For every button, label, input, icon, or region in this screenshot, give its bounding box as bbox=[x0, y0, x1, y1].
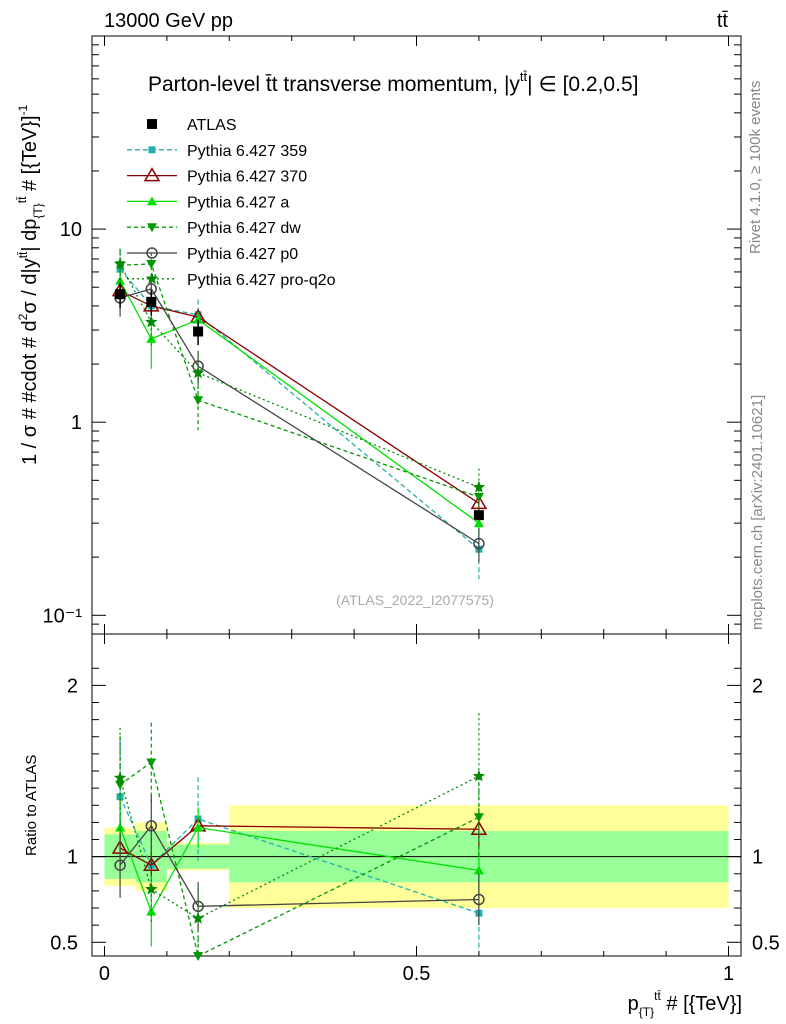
x-tick-label: 0 bbox=[99, 963, 110, 985]
marker-star bbox=[113, 257, 127, 270]
plot-title-main: Parton-level t̄t transverse momentum, |y bbox=[148, 73, 520, 96]
series-line-main bbox=[119, 268, 480, 550]
legend-label-atlas: ATLAS bbox=[187, 117, 237, 134]
rivet-label: Rivet 4.1.0, ≥ 100k events bbox=[747, 81, 764, 254]
ratio-series bbox=[111, 713, 488, 961]
marker-star bbox=[191, 911, 205, 924]
y-tick-label: 10 bbox=[60, 219, 82, 241]
marker-circle-open bbox=[473, 537, 485, 550]
ratio-tick-label-right: 1 bbox=[752, 847, 763, 869]
tick-labels: 0 0.5 1 10⁻¹ 1 10 0.5 0.5 1 1 2 2 bbox=[43, 219, 780, 985]
marker-triangle-open bbox=[470, 494, 488, 510]
data-point bbox=[473, 510, 484, 521]
marker-circle-open bbox=[146, 247, 158, 259]
legend-label: Pythia 6.427 pro-q2o bbox=[187, 272, 336, 289]
legend-label: Pythia 6.427 dw bbox=[187, 220, 301, 237]
ylabel-part-h: # [{TeV}] bbox=[19, 115, 41, 196]
main-series bbox=[111, 248, 488, 580]
x-tick-label: 1 bbox=[723, 963, 734, 985]
plot-title: Parton-level t̄t transverse momentum, |y… bbox=[148, 69, 638, 96]
marker-triangle-open bbox=[143, 167, 161, 182]
process-label: tt̄ bbox=[717, 10, 729, 32]
ylabel-part-i: -1 bbox=[16, 104, 30, 115]
series-line-main bbox=[120, 263, 480, 498]
series-line-main bbox=[119, 280, 480, 524]
energy-label: 13000 GeV pp bbox=[104, 10, 233, 32]
marker-star bbox=[472, 480, 486, 493]
ylabel-part-f: {T} bbox=[31, 203, 45, 218]
marker-triangle bbox=[473, 518, 484, 528]
data-point bbox=[115, 289, 126, 300]
marker-triangle bbox=[473, 865, 484, 875]
legend-marker-atlas bbox=[147, 119, 157, 129]
marker-square bbox=[148, 146, 156, 154]
marker-star bbox=[113, 771, 127, 784]
series-line-ratio bbox=[119, 825, 479, 867]
ratio-y-axis-label: Ratio to ATLAS bbox=[23, 755, 40, 856]
marker-square bbox=[116, 793, 124, 801]
marker-triangle bbox=[147, 196, 157, 206]
series-line-main bbox=[119, 288, 480, 545]
ylabel-part-c: σ / d|y bbox=[19, 258, 41, 313]
x-tick-label: 0.5 bbox=[403, 963, 431, 985]
series-line-ratio bbox=[119, 761, 480, 957]
legend-label: Pythia 6.427 359 bbox=[187, 143, 307, 160]
marker-triangle-down bbox=[193, 396, 204, 406]
ylabel-part-a: 1 / σ # #cdot # d bbox=[19, 320, 41, 465]
ylabel-part-b: 2 bbox=[16, 313, 30, 320]
legend-label: Pythia 6.427 p0 bbox=[187, 246, 298, 263]
y-tick-label: 1 bbox=[71, 412, 82, 434]
ratio-tick-label-left: 2 bbox=[67, 675, 78, 697]
mcplots-label: mcplots.cern.ch [arXiv:2401.10621] bbox=[749, 395, 766, 630]
ratio-tick-label-left: 0.5 bbox=[50, 932, 78, 954]
marker-star bbox=[472, 769, 486, 782]
legend: ATLAS Pythia 6.427 359 Pythia 6.427 370 Pyt… bbox=[127, 117, 336, 289]
marker-circle-open bbox=[145, 820, 158, 832]
xlabel-part-a: p bbox=[628, 993, 639, 1015]
legend-label: Pythia 6.427 370 bbox=[187, 169, 307, 186]
marker-triangle-down bbox=[473, 492, 484, 502]
axis-ticks bbox=[92, 35, 741, 956]
marker-star bbox=[145, 315, 158, 328]
xlabel-part-b: {T} bbox=[639, 1005, 654, 1019]
marker-triangle-down bbox=[147, 223, 157, 233]
series-line-ratio bbox=[119, 826, 480, 914]
marker-star bbox=[191, 366, 205, 379]
xlabel-part-d: # [{TeV}] bbox=[661, 993, 742, 1015]
xlabel-part-c: tt̄ bbox=[654, 989, 661, 1003]
ratio-tick-label-left: 1 bbox=[67, 847, 78, 869]
marker-star bbox=[145, 882, 158, 895]
marker-triangle-down bbox=[146, 259, 157, 269]
marker-triangle bbox=[115, 822, 126, 832]
y-tick-label: 10⁻¹ bbox=[43, 605, 83, 627]
marker-triangle bbox=[193, 822, 204, 832]
data-point bbox=[146, 296, 157, 307]
marker-circle-open bbox=[473, 893, 485, 906]
ylabel-part-e: | dp bbox=[19, 219, 41, 252]
plot-title-tail: | ∈ [0.2,0.5] bbox=[527, 73, 638, 96]
ratio-tick-label-right: 0.5 bbox=[752, 932, 780, 954]
ylabel-part-g: tt̄ bbox=[15, 196, 29, 203]
marker-triangle-down bbox=[193, 952, 204, 961]
series-line-main bbox=[119, 263, 480, 488]
legend-label: Pythia 6.427 a bbox=[187, 194, 289, 211]
ylabel-part-d: tt̄ bbox=[16, 251, 30, 258]
marker-triangle-down bbox=[115, 780, 126, 790]
ratio-tick-label-right: 2 bbox=[752, 675, 763, 697]
marker-circle-open bbox=[114, 859, 126, 871]
plot-title-sup: tt̄ bbox=[520, 69, 528, 84]
y-axis-label: 1 / σ # #cdot # d2σ / d|ytt̄| dp{T}tt̄ #… bbox=[15, 104, 45, 465]
marker-triangle bbox=[193, 314, 204, 324]
series-line-main bbox=[119, 290, 480, 504]
series-line-ratio bbox=[119, 824, 479, 907]
data-point bbox=[193, 326, 204, 337]
marker-triangle-down bbox=[146, 758, 157, 768]
marker-star bbox=[145, 272, 159, 285]
analysis-watermark: (ATLAS_2022_I2077575) bbox=[336, 592, 494, 608]
series-line-ratio bbox=[119, 796, 480, 914]
x-axis-label: p{T}tt̄ # [{TeV}] bbox=[628, 989, 742, 1019]
marker-triangle-down bbox=[473, 813, 484, 823]
